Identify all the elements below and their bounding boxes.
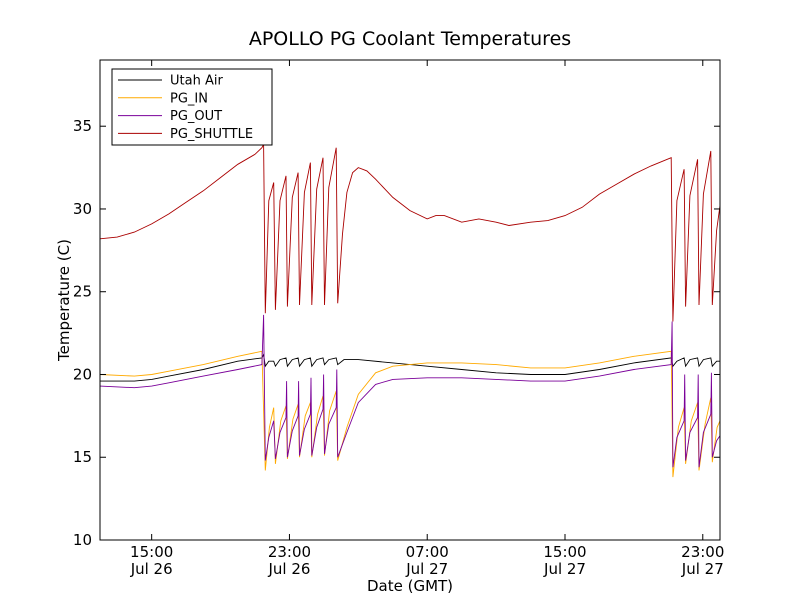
legend-box — [111, 68, 273, 146]
legend-label-utah-air: Utah Air — [170, 74, 223, 89]
x-tick-time-label: 15:00 — [130, 543, 173, 561]
x-tick-time-label: 23:00 — [681, 543, 724, 561]
series-line-pg-in — [99, 350, 721, 478]
y-tick-label: 35 — [73, 117, 92, 135]
legend-label-pg-out: PG_OUT — [170, 109, 222, 124]
y-tick-label: 15 — [73, 448, 92, 466]
y-axis: 10 15 20 25 30 35 — [73, 117, 720, 549]
x-tick-date-label: Jul 26 — [130, 560, 173, 578]
plot-lines — [99, 144, 721, 478]
series-line-pg-out — [99, 314, 721, 468]
legend: Utah Air PG_IN PG_OUT PG_SHUTTLE — [111, 68, 273, 146]
y-tick-label: 10 — [73, 531, 92, 549]
y-tick-label: 25 — [73, 283, 92, 301]
x-tick-time-label: 15:00 — [543, 543, 586, 561]
x-tick-date-label: Jul 27 — [405, 560, 448, 578]
plot-frame — [99, 59, 721, 541]
series-line-utah-air — [100, 353, 720, 382]
x-tick-date-label: Jul 27 — [681, 560, 724, 578]
legend-label-pg-in: PG_IN — [170, 91, 208, 106]
x-tick-time-label: 23:00 — [268, 543, 311, 561]
x-tick-date-label: Jul 26 — [267, 560, 310, 578]
legend-label-pg-shuttle: PG_SHUTTLE — [170, 127, 253, 142]
y-axis-label: Temperature (C) — [55, 239, 73, 362]
x-tick-date-label: Jul 27 — [543, 560, 586, 578]
series-line-pg-shuttle — [99, 144, 721, 322]
y-tick-label: 20 — [73, 365, 92, 383]
x-tick-time-label: 07:00 — [406, 543, 449, 561]
chart-title: APOLLO PG Coolant Temperatures — [249, 28, 571, 50]
x-axis-label: Date (GMT) — [367, 577, 453, 595]
y-tick-label: 30 — [73, 200, 92, 218]
